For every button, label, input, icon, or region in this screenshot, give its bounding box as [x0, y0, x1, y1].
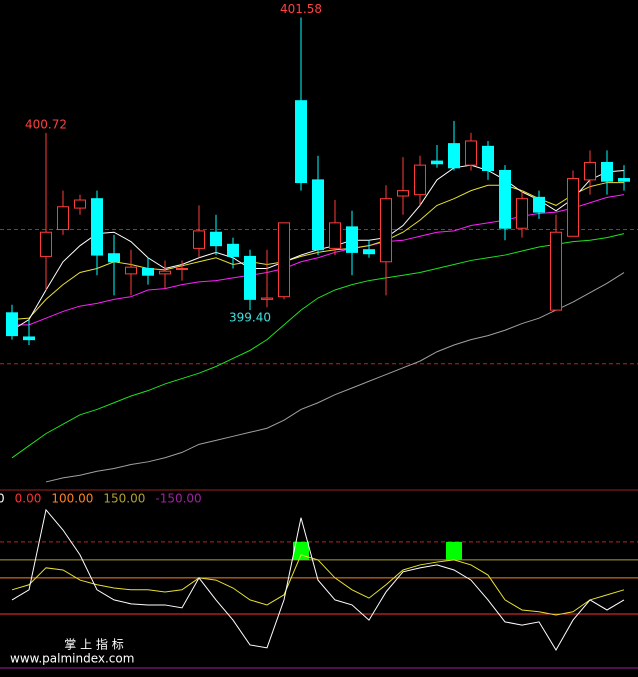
candle-body [567, 178, 579, 237]
candle-body [142, 267, 154, 276]
line-series [11, 233, 625, 459]
candle-body [244, 255, 256, 300]
candle-body [618, 178, 630, 182]
annotation: 399.40 [229, 311, 271, 325]
watermark-url: www.palmindex.com [10, 652, 134, 666]
candle-body [465, 140, 477, 166]
annotation: 401.58 [280, 2, 322, 16]
candle-body [533, 196, 545, 213]
candle-body [482, 145, 494, 171]
legend-entry: 100.00 [51, 492, 93, 506]
legend-entry: 0.00 [15, 492, 42, 506]
candle-body [448, 143, 460, 169]
candle-body [193, 230, 205, 249]
candle-body [499, 169, 511, 229]
candle-body [210, 231, 222, 247]
candle-body [125, 266, 137, 275]
candle-body [23, 336, 35, 341]
line-series [11, 554, 625, 616]
candle-body [380, 198, 392, 263]
legend-entry: 150.00 [103, 492, 145, 506]
line-series [11, 508, 625, 651]
line-series [45, 272, 625, 483]
signal-box [293, 541, 309, 560]
candle-body [278, 222, 290, 298]
candle-body [108, 253, 120, 263]
candle-body [295, 100, 307, 184]
candle-body [91, 198, 103, 256]
annotation: 400.72 [25, 117, 67, 131]
candle-body [397, 190, 409, 197]
candle-body [431, 160, 443, 165]
candle-body [57, 206, 69, 231]
candle-body [414, 164, 426, 196]
candle-body [176, 267, 188, 270]
candle-body [6, 312, 18, 337]
candle-body [312, 179, 324, 251]
candle-body [227, 243, 239, 257]
candle-body [159, 270, 171, 275]
candle-body [40, 231, 52, 257]
candle-body [584, 161, 596, 181]
legend-entry: 0 [0, 492, 5, 506]
candle-body [363, 249, 375, 255]
candle-body [329, 222, 341, 249]
candle-body [550, 231, 562, 311]
watermark-title: 掌 上 指 标 [64, 637, 123, 652]
candle-body [516, 198, 528, 229]
candle-body [346, 226, 358, 253]
candle-body [261, 297, 273, 300]
legend-entry: -150.00 [155, 492, 201, 506]
candle-body [74, 199, 86, 209]
candle-body [601, 161, 613, 182]
signal-box [446, 541, 462, 560]
